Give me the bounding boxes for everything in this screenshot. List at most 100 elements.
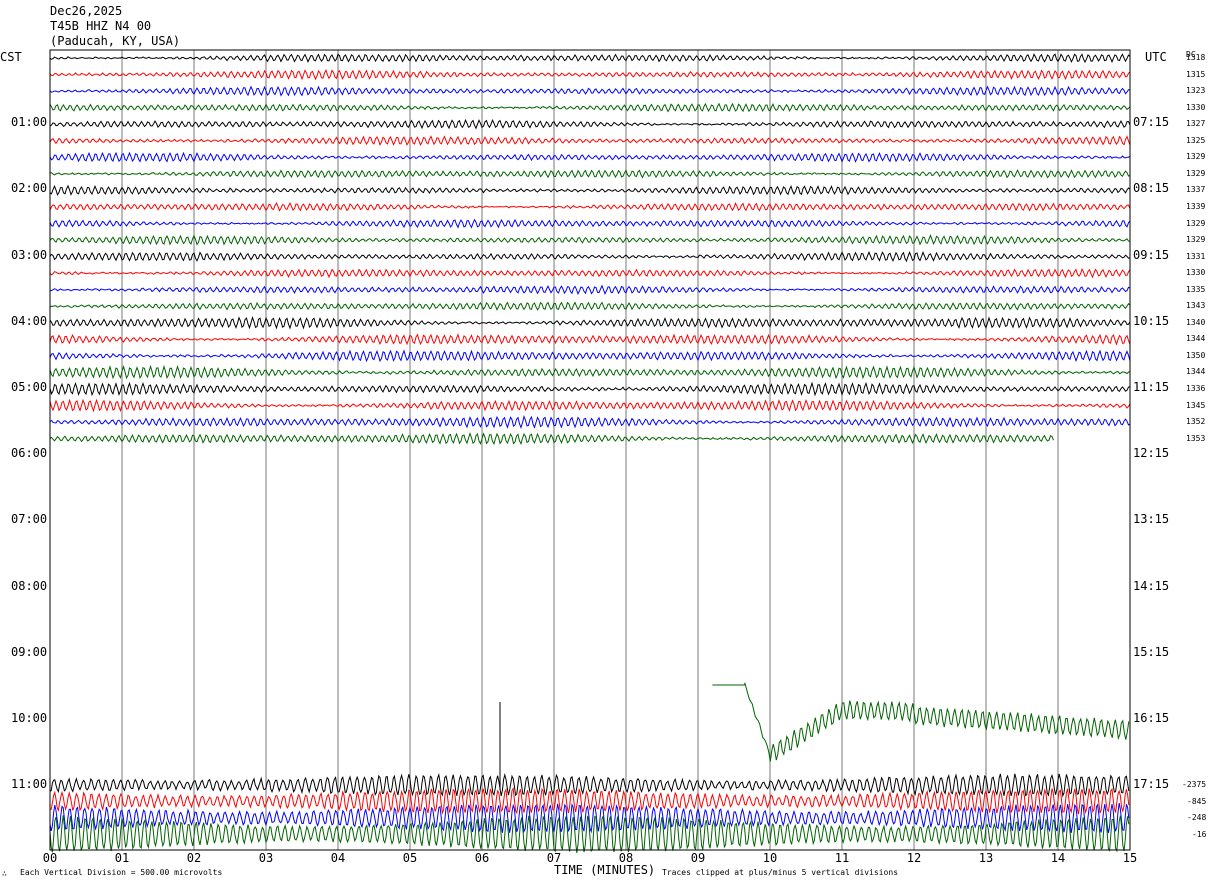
dc-offset: 1352 bbox=[1186, 417, 1206, 427]
dc-offset: 1329 bbox=[1186, 235, 1206, 245]
dc-offset: 1350 bbox=[1186, 350, 1206, 360]
x-tick-04: 04 bbox=[331, 851, 345, 865]
cst-label: 02:00 bbox=[11, 181, 48, 196]
cst-label: 09:00 bbox=[11, 644, 48, 659]
right-timezone-label: UTC bbox=[1145, 50, 1167, 64]
x-tick-08: 08 bbox=[619, 851, 633, 865]
dc-offset: 1323 bbox=[1186, 86, 1206, 96]
trace-20 bbox=[49, 381, 1131, 397]
plot-frame bbox=[49, 49, 1131, 851]
vertical-division-note: Each Vertical Division = 500.00 microvol… bbox=[20, 868, 223, 877]
x-axis-title: TIME (MINUTES) bbox=[554, 863, 656, 877]
trace-3 bbox=[49, 102, 1131, 113]
utc-label: 11:15 bbox=[1133, 380, 1170, 394]
x-tick-05: 05 bbox=[403, 851, 417, 865]
trace-4 bbox=[49, 118, 1131, 130]
trace-14 bbox=[49, 284, 1131, 296]
trace-21 bbox=[49, 398, 1131, 413]
dc-offset: 1337 bbox=[1186, 185, 1206, 195]
trace-9 bbox=[49, 201, 1131, 212]
trace-23 bbox=[49, 431, 1054, 446]
header-station: T45B HHZ N4 00 bbox=[50, 19, 152, 33]
x-tick-09: 09 bbox=[691, 851, 705, 865]
cst-label: 11:00 bbox=[11, 777, 48, 792]
cst-label: 06:00 bbox=[11, 446, 48, 461]
x-tick-03: 03 bbox=[259, 851, 273, 865]
dc-offset: 1315 bbox=[1186, 69, 1206, 79]
header-location: (Paducah, KY, USA) bbox=[50, 34, 181, 48]
trace-1700-2 bbox=[49, 802, 1130, 834]
trace-1700-1 bbox=[49, 787, 1130, 815]
dc-offset-recent: -16 bbox=[1192, 829, 1207, 839]
trace-1700-0 bbox=[49, 772, 1130, 798]
x-tick-02: 02 bbox=[187, 851, 201, 865]
dc-offset: 1329 bbox=[1186, 218, 1206, 228]
trace-0 bbox=[49, 53, 1131, 64]
utc-label: 08:15 bbox=[1133, 181, 1170, 196]
utc-label: 15:15 bbox=[1133, 644, 1170, 659]
utc-label: 12:15 bbox=[1133, 446, 1170, 461]
dc-offset: 1329 bbox=[1186, 168, 1206, 178]
clip-note: Traces clipped at plus/minus 5 vertical … bbox=[662, 868, 899, 877]
utc-label: 13:15 bbox=[1133, 512, 1170, 527]
x-tick-01: 01 bbox=[115, 851, 129, 865]
trace-12 bbox=[49, 251, 1131, 263]
dc-offset: 1344 bbox=[1186, 367, 1206, 377]
x-tick-11: 11 bbox=[835, 851, 849, 865]
header-date: Dec26,2025 bbox=[50, 4, 123, 18]
dc-offset: 1336 bbox=[1186, 384, 1206, 393]
utc-label: 10:15 bbox=[1133, 313, 1170, 328]
trace-13 bbox=[49, 267, 1131, 279]
dc-offset-recent: -2375 bbox=[1182, 780, 1207, 789]
dc-offset: 1344 bbox=[1186, 334, 1206, 344]
trace-7 bbox=[49, 169, 1131, 179]
dc-offset: 1335 bbox=[1186, 284, 1206, 294]
trace-1700-3 bbox=[49, 815, 1130, 853]
trace-17 bbox=[49, 333, 1131, 346]
seismic-traces bbox=[49, 53, 1131, 853]
dc-offset: 1331 bbox=[1186, 251, 1206, 261]
trace-16 bbox=[49, 316, 1131, 330]
x-tick-00: 00 bbox=[43, 851, 57, 865]
dc-column-label: DC bbox=[1186, 50, 1196, 59]
trace-8 bbox=[49, 184, 1131, 196]
x-tick-07: 07 bbox=[547, 851, 561, 865]
trace-15 bbox=[49, 301, 1131, 311]
trace-1600-green bbox=[712, 682, 1130, 762]
dc-offset: 1330 bbox=[1186, 268, 1206, 278]
trace-1 bbox=[49, 68, 1131, 81]
cst-label: 03:00 bbox=[11, 247, 48, 262]
dc-offset: 1325 bbox=[1186, 135, 1206, 145]
dc-offset: 1345 bbox=[1186, 400, 1206, 410]
cst-label: 08:00 bbox=[11, 578, 48, 593]
utc-label: 07:15 bbox=[1133, 115, 1170, 130]
trace-22 bbox=[49, 415, 1131, 429]
dc-offset: 1339 bbox=[1186, 201, 1206, 211]
x-tick-14: 14 bbox=[1051, 851, 1065, 865]
x-tick-labels: 00 01 02 03 04 05 06 07 08 09 10 11 12 13 14 15 bbox=[43, 851, 1137, 865]
trace-10 bbox=[49, 218, 1131, 229]
dc-offset: 1329 bbox=[1186, 152, 1206, 162]
trace-19 bbox=[49, 364, 1131, 380]
utc-label: 16:15 bbox=[1133, 711, 1170, 725]
x-tick-15: 15 bbox=[1123, 851, 1137, 865]
corner-mark-icon: ∴ bbox=[2, 869, 7, 878]
trace-11 bbox=[49, 234, 1131, 246]
x-tick-12: 12 bbox=[907, 851, 921, 865]
trace-6 bbox=[49, 151, 1131, 163]
utc-label: 09:15 bbox=[1133, 247, 1170, 262]
dc-offset: 1330 bbox=[1186, 102, 1206, 112]
cst-label: 07:00 bbox=[11, 512, 48, 527]
trace-2 bbox=[49, 85, 1130, 97]
cst-label: 10:00 bbox=[11, 711, 48, 725]
left-timezone-label: CST bbox=[0, 50, 22, 64]
utc-label: 14:15 bbox=[1133, 578, 1170, 593]
x-tick-10: 10 bbox=[763, 851, 777, 865]
dc-offset: 1343 bbox=[1186, 301, 1206, 311]
cst-label: 04:00 bbox=[11, 313, 48, 328]
utc-label: 17:15 bbox=[1133, 777, 1170, 792]
dc-offset: 1318 bbox=[1186, 53, 1206, 62]
cst-label: 05:00 bbox=[11, 380, 48, 394]
trace-18 bbox=[49, 349, 1131, 363]
